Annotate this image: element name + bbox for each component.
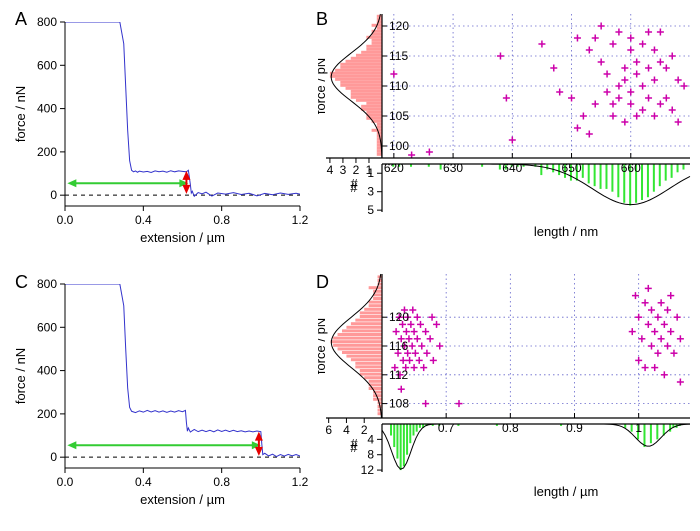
svg-text:6: 6 xyxy=(325,423,332,437)
svg-text:640: 640 xyxy=(502,161,522,175)
svg-text:105: 105 xyxy=(389,109,409,123)
svg-text:5: 5 xyxy=(367,203,374,217)
svg-text:620: 620 xyxy=(384,161,404,175)
svg-text:112: 112 xyxy=(389,368,408,382)
svg-text:200: 200 xyxy=(37,145,57,159)
svg-text:100: 100 xyxy=(389,139,409,153)
svg-text:800: 800 xyxy=(37,15,57,29)
svg-text:force / nN: force / nN xyxy=(13,86,28,142)
svg-text:force / pN: force / pN xyxy=(318,58,328,114)
svg-text:0.4: 0.4 xyxy=(135,213,152,227)
svg-text:1.2: 1.2 xyxy=(292,475,309,489)
svg-text:1: 1 xyxy=(635,421,642,435)
svg-text:1.2: 1.2 xyxy=(292,213,309,227)
svg-text:400: 400 xyxy=(37,102,57,116)
svg-text:660: 660 xyxy=(621,161,641,175)
svg-text:0.8: 0.8 xyxy=(213,475,230,489)
panel-a: 0.0 0.4 0.8 1.2 0 200 400 600 800 extension / µm f… xyxy=(10,6,310,266)
svg-text:extension / µm: extension / µm xyxy=(140,230,225,245)
svg-text:630: 630 xyxy=(443,161,463,175)
svg-text:800: 800 xyxy=(37,277,57,291)
svg-text:0.7: 0.7 xyxy=(438,421,455,435)
svg-text:0.0: 0.0 xyxy=(57,213,74,227)
svg-text:4: 4 xyxy=(367,432,374,446)
svg-text:108: 108 xyxy=(389,397,409,411)
panel-b: 1001051101151206206306406506601234135for… xyxy=(318,8,698,263)
svg-text:650: 650 xyxy=(562,161,582,175)
svg-text:1: 1 xyxy=(367,166,374,180)
panel-c: 0.0 0.4 0.8 1.2 0 200 400 600 800 extension / µm f… xyxy=(10,268,310,528)
figure-root: A B C D 0.00.40.81.20200400600800extensi… xyxy=(0,0,700,531)
svg-text:#: # xyxy=(350,440,358,455)
svg-text:0: 0 xyxy=(50,450,57,464)
svg-text:0: 0 xyxy=(50,188,57,202)
svg-text:400: 400 xyxy=(37,364,57,378)
svg-text:force / pN: force / pN xyxy=(318,318,328,374)
panel-d: 1081121161200.70.80.912464812force / pNl… xyxy=(318,268,698,528)
svg-text:110: 110 xyxy=(389,79,408,93)
svg-text:200: 200 xyxy=(37,407,57,421)
svg-text:115: 115 xyxy=(389,49,408,63)
svg-text:length / nm: length / nm xyxy=(534,224,598,239)
svg-text:2: 2 xyxy=(353,163,360,177)
svg-text:12: 12 xyxy=(361,463,375,477)
svg-text:4: 4 xyxy=(327,163,334,177)
svg-text:120: 120 xyxy=(389,19,409,33)
svg-text:4: 4 xyxy=(343,423,350,437)
svg-text:116: 116 xyxy=(389,339,408,353)
svg-text:8: 8 xyxy=(367,448,374,462)
svg-text:0.9: 0.9 xyxy=(566,421,583,435)
svg-text:force / nN: force / nN xyxy=(13,348,28,404)
svg-text:600: 600 xyxy=(37,58,57,72)
svg-text:0.4: 0.4 xyxy=(135,475,152,489)
svg-text:length / µm: length / µm xyxy=(534,484,599,499)
svg-text:0.0: 0.0 xyxy=(57,475,74,489)
svg-text:600: 600 xyxy=(37,320,57,334)
svg-text:3: 3 xyxy=(367,185,374,199)
svg-text:extension / µm: extension / µm xyxy=(140,492,225,507)
svg-text:120: 120 xyxy=(389,310,409,324)
svg-text:3: 3 xyxy=(340,163,347,177)
svg-text:0.8: 0.8 xyxy=(502,421,519,435)
svg-text:#: # xyxy=(350,180,358,195)
svg-text:0.8: 0.8 xyxy=(213,213,230,227)
